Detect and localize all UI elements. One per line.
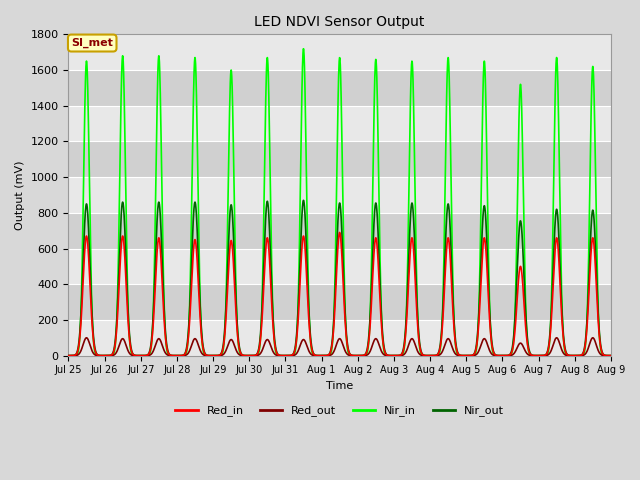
Bar — [68, 284, 611, 320]
Nir_out — [296, 261, 304, 267]
Nir_in — [596, 346, 604, 352]
Nir_out — [607, 353, 614, 359]
Nir_in — [127, 345, 134, 350]
Red_out — [83, 335, 90, 341]
Red_out — [596, 351, 604, 357]
Nir_in — [538, 353, 546, 359]
Red_in — [607, 353, 614, 359]
Red_out — [159, 344, 166, 349]
Red_in — [65, 353, 72, 359]
Nir_out — [534, 353, 542, 359]
Red_out — [127, 351, 134, 357]
Nir_out — [596, 341, 604, 347]
Y-axis label: Output (mV): Output (mV) — [15, 160, 25, 230]
Nir_in — [273, 351, 280, 357]
Red_in — [127, 342, 134, 348]
Legend: Red_in, Red_out, Nir_in, Nir_out: Red_in, Red_out, Nir_in, Nir_out — [171, 401, 508, 421]
Red_out — [296, 343, 304, 348]
Line: Nir_out: Nir_out — [68, 200, 611, 356]
Red_out — [607, 353, 614, 359]
Text: SI_met: SI_met — [71, 38, 113, 48]
Nir_in — [300, 46, 307, 52]
Nir_out — [127, 339, 134, 345]
Nir_out — [538, 353, 546, 359]
Red_out — [538, 353, 546, 359]
Bar — [68, 142, 611, 177]
Nir_out — [273, 348, 280, 354]
Red_in — [499, 353, 506, 359]
Line: Red_out: Red_out — [68, 338, 611, 356]
X-axis label: Time: Time — [326, 381, 353, 391]
Bar — [68, 35, 611, 70]
Line: Red_in: Red_in — [68, 232, 611, 356]
Red_in — [296, 282, 304, 288]
Red_in — [273, 349, 280, 355]
Bar — [68, 106, 611, 142]
Nir_in — [65, 353, 72, 359]
Nir_out — [300, 197, 307, 203]
Title: LED NDVI Sensor Output: LED NDVI Sensor Output — [255, 15, 425, 29]
Nir_out — [65, 353, 72, 359]
Line: Nir_in: Nir_in — [68, 49, 611, 356]
Nir_in — [159, 222, 166, 228]
Red_out — [499, 353, 506, 359]
Nir_in — [534, 353, 542, 359]
Nir_in — [607, 353, 614, 359]
Bar — [68, 213, 611, 249]
Red_in — [538, 353, 546, 359]
Nir_out — [159, 265, 166, 271]
Bar — [68, 70, 611, 106]
Red_in — [336, 229, 344, 235]
Red_in — [159, 286, 166, 291]
Red_out — [273, 352, 280, 358]
Nir_in — [296, 212, 304, 217]
Red_out — [65, 353, 72, 359]
Bar — [68, 249, 611, 284]
Red_in — [596, 344, 604, 349]
Bar — [68, 177, 611, 213]
Bar — [68, 320, 611, 356]
